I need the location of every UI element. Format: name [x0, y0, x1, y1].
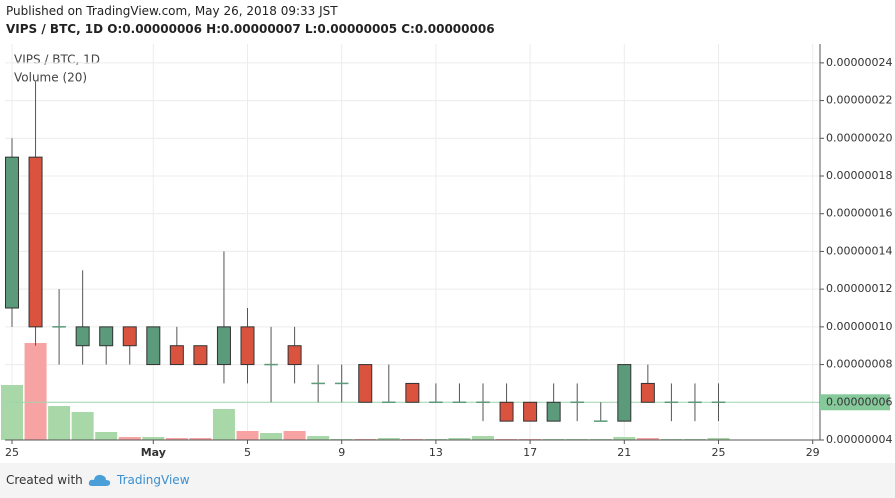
volume-bar — [283, 431, 306, 440]
candle-body — [146, 326, 161, 366]
x-tick-label: 29 — [806, 446, 820, 458]
candle-body — [75, 326, 90, 347]
volume-bar — [613, 437, 636, 440]
volume-bar — [377, 438, 400, 440]
x-tick-label: 5 — [244, 446, 251, 458]
volume-bar — [189, 438, 212, 440]
created-with: Created with — [6, 473, 83, 487]
volume-bar — [48, 406, 71, 440]
candle-body — [617, 364, 632, 422]
volume-bar — [142, 437, 165, 440]
candle-body — [594, 420, 608, 422]
volume-bar — [95, 432, 118, 440]
candle-body — [193, 345, 208, 366]
volume-bar — [165, 438, 188, 440]
x-tick-label: 25 — [5, 446, 19, 458]
candle-body — [640, 382, 655, 403]
volume-bar — [307, 436, 330, 440]
volume-bar — [1, 385, 23, 440]
candle-body — [122, 326, 137, 347]
candle-body — [688, 401, 702, 404]
volume-title: Volume (20) — [14, 71, 87, 85]
candle-body — [405, 382, 420, 403]
candle-body — [476, 401, 490, 404]
plot-bg — [5, 44, 890, 440]
y-tick-label: 0.00000010 — [826, 320, 892, 333]
volume-bar — [71, 412, 94, 440]
volume-bar — [636, 438, 659, 440]
last-price-label: 0.00000006 — [826, 395, 892, 408]
x-tick-label: 21 — [617, 446, 631, 458]
symbol-summary: VIPS / BTC, 1D O:0.00000006 H:0.00000007… — [6, 22, 495, 36]
candle-body — [429, 401, 443, 404]
candle-body — [264, 363, 278, 366]
candle-body — [382, 401, 396, 404]
y-tick-label: 0.00000022 — [826, 94, 892, 107]
y-tick-label: 0.00000014 — [826, 244, 892, 257]
candle-body — [711, 401, 726, 404]
y-tick-label: 0.00000018 — [826, 169, 892, 182]
candle-body — [169, 345, 184, 366]
candle-body — [358, 364, 373, 403]
candle-body — [52, 326, 66, 328]
volume-bar — [472, 436, 494, 440]
volume-bar — [260, 433, 283, 440]
logo[interactable] — [88, 471, 112, 489]
y-tick-label: 0.00000012 — [826, 282, 892, 295]
candle-body — [287, 345, 302, 366]
brand-link[interactable]: TradingView — [117, 473, 190, 487]
x-tick-label: 13 — [429, 446, 443, 458]
candle-body — [28, 156, 43, 328]
volume-bar — [448, 438, 471, 440]
chart: VIPS / BTC, 1D Volume (20) 0.00000004 0.0… — [1, 44, 892, 458]
y-tick-label: 0.00000004 — [826, 433, 892, 446]
last-price-box — [820, 394, 890, 411]
candle-body — [99, 326, 114, 347]
x-tick-label: 25 — [712, 446, 726, 458]
candle-body — [570, 401, 584, 404]
y-tick-label: 0.00000016 — [826, 207, 892, 220]
candle-body — [334, 382, 349, 385]
volume-bar — [118, 437, 141, 440]
candle-body — [240, 326, 255, 366]
candle-body — [5, 156, 19, 309]
candle-body — [499, 401, 514, 422]
candle-body — [311, 382, 325, 385]
candle-body — [452, 401, 467, 404]
volume-bar — [24, 343, 47, 440]
candle-body — [216, 326, 231, 366]
x-tick-label: May — [141, 446, 166, 458]
published-line: Published on TradingView.com, May 26, 20… — [6, 4, 338, 18]
y-tick-label: 0.00000008 — [826, 358, 892, 371]
chart-title: VIPS / BTC, 1D — [14, 53, 100, 67]
volume-bar — [236, 431, 259, 440]
candle-body — [664, 401, 679, 404]
volume-bar — [707, 438, 730, 440]
x-tick-label: 17 — [523, 446, 537, 458]
y-tick-label: 0.00000020 — [826, 131, 892, 144]
candle-body — [546, 401, 561, 422]
x-tick-label: 9 — [338, 446, 345, 458]
footer: Created with TradingView — [0, 463, 895, 498]
volume-bar — [212, 409, 235, 440]
candle-body — [523, 401, 538, 422]
y-tick-label: 0.00000024 — [826, 56, 892, 69]
